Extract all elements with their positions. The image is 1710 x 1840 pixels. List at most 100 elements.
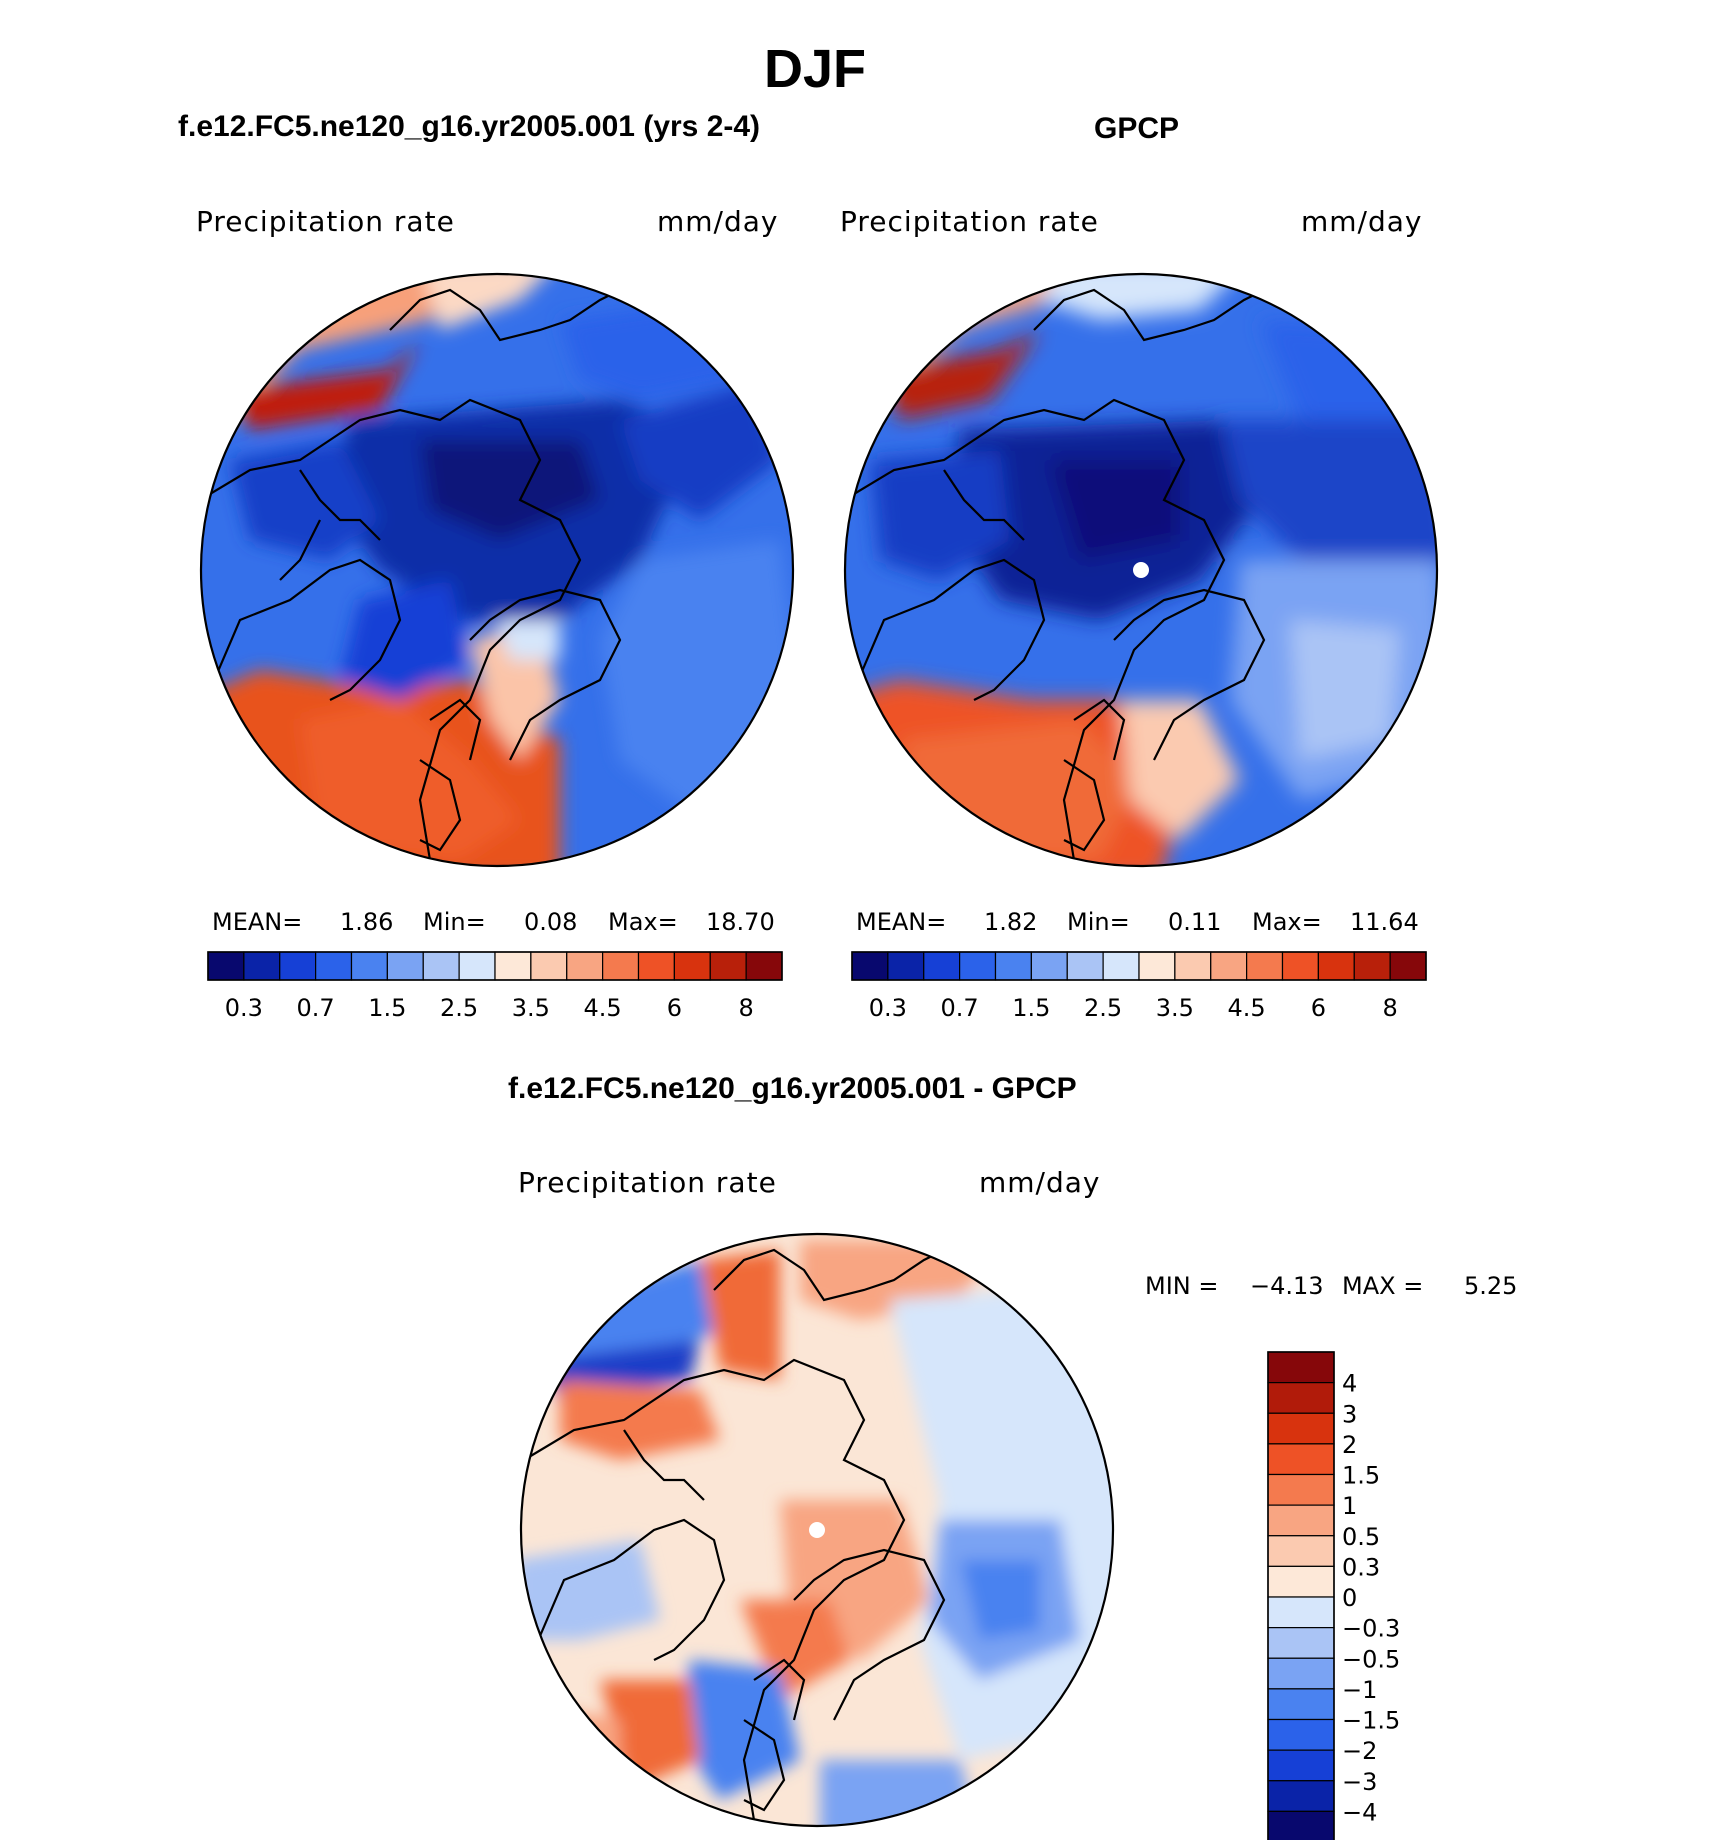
panel-1-colorbar-swatch [602, 951, 640, 981]
panel-3-colorbar-swatch [1267, 1657, 1335, 1690]
panel-1-colorbar-tick-label: 0.3 [225, 994, 263, 1022]
panel-2-colorbar-swatch [1210, 951, 1248, 981]
panel-3-colorbar-swatch [1267, 1351, 1335, 1384]
panel-1-polar-map [199, 272, 795, 868]
panel-1-colorbar-swatch [745, 951, 783, 981]
panel-3-colorbar-tick-label: −1.5 [1342, 1707, 1400, 1735]
panel-3-colorbar-swatch [1267, 1749, 1335, 1782]
panel-1-colorbar-swatch [566, 951, 604, 981]
panel-3-colorbar-tick-label: −4 [1342, 1798, 1377, 1826]
panel-3-title: f.e12.FC5.ne120_g16.yr2005.001 - GPCP [508, 1072, 1077, 1105]
panel-3-colorbar-swatch [1267, 1565, 1335, 1598]
panel-3-colorbar-swatch [1267, 1780, 1335, 1812]
panel-2-variable-label: Precipitation rate [840, 205, 1099, 238]
panel-2-mean-value: 1.82 [984, 908, 1038, 936]
panel-2-max-value: 11.64 [1350, 908, 1419, 936]
panel-1-colorbar-swatch [279, 951, 317, 981]
figure-title: DJF [763, 39, 866, 99]
panel-1-colorbar: 0.3 0.7 1.5 2.5 3.5 4.5 6 8 [207, 951, 783, 1022]
panel-2-colorbar-swatch [851, 951, 889, 981]
panel-3-colorbar-swatch [1267, 1688, 1335, 1721]
panel-3-colorbar-swatch [1267, 1412, 1335, 1445]
panel-3-colorbar-swatch [1267, 1473, 1335, 1506]
panel-3-colorbar-tick-label: 0.3 [1342, 1553, 1380, 1581]
panel-2-colorbar-tick-label: 2.5 [1084, 994, 1122, 1022]
panel-2-colorbar-tick-label: 0.3 [869, 994, 907, 1022]
panel-1-colorbar-swatch [530, 951, 568, 981]
panel-2-colorbar-swatch [1030, 951, 1068, 981]
panel-2-colorbar-tick-label: 3.5 [1156, 994, 1194, 1022]
panel-2-colorbar-swatch [1246, 951, 1284, 981]
panel-2-colorbar-tick-label: 8 [1382, 994, 1397, 1022]
panel-1-max-label: Max= [608, 908, 678, 936]
panel-1-colorbar-tick-label: 0.7 [297, 994, 335, 1022]
panel-2-title: GPCP [1094, 112, 1180, 145]
panel-3-colorbar-tick-label: 3 [1342, 1400, 1357, 1428]
panel-3-min-value: −4.13 [1250, 1272, 1324, 1300]
panel-3-colorbar-tick-label: −0.3 [1342, 1615, 1400, 1643]
panel-3-colorbar-swatch [1267, 1443, 1335, 1476]
panel-1-colorbar-tick-label: 4.5 [584, 994, 622, 1022]
panel-3-colorbar-tick-label: −1 [1342, 1676, 1377, 1704]
panel-1-mean-value: 1.86 [340, 908, 394, 936]
panel-3-colorbar-tick-label: 0 [1342, 1584, 1357, 1612]
panel-1-colorbar-tick-label: 1.5 [368, 994, 406, 1022]
panel-3-colorbar-swatch [1267, 1535, 1335, 1567]
panel-1-colorbar-swatch [494, 951, 532, 981]
panel-1-min-label: Min= [423, 908, 486, 936]
panel-2-colorbar-tick-label: 1.5 [1012, 994, 1050, 1022]
panel-2-colorbar-tick-label: 0.7 [941, 994, 979, 1022]
panel-2-polar-map [843, 272, 1439, 868]
panel-3-colorbar-tick-label: −3 [1342, 1768, 1377, 1796]
panel-3-colorbar-tick-label: −2 [1342, 1737, 1377, 1765]
panel-1-colorbar-swatch [637, 951, 675, 981]
panel-3-colorbar-swatch [1267, 1718, 1335, 1751]
panel-1-colorbar-tick-label: 8 [738, 994, 753, 1022]
panel-1-colorbar-swatch [350, 951, 388, 981]
panel-2-colorbar-swatch [959, 951, 997, 981]
panel-2-colorbar-swatch [1281, 951, 1319, 981]
panel-1-min-value: 0.08 [524, 908, 578, 936]
panel-2-min-label: Min= [1067, 908, 1130, 936]
panel-3-colorbar-tick-label: 4 [1342, 1370, 1357, 1398]
panel-3-colorbar-tick-label: −0.5 [1342, 1645, 1400, 1673]
panel-1-colorbar-swatch [386, 951, 424, 981]
panel-2-colorbar-swatch [1389, 951, 1427, 981]
panel-2-colorbar-swatch [1102, 951, 1140, 981]
panel-3-max-label: MAX = [1342, 1272, 1424, 1300]
panel-2-colorbar-swatch [1138, 951, 1176, 981]
panel-2-colorbar-swatch [1066, 951, 1104, 981]
panel-2-colorbar-swatch [1174, 951, 1212, 981]
panel-1-colorbar-swatch [709, 951, 747, 981]
panel-1-colorbar-swatch [673, 951, 711, 981]
panel-2-colorbar: 0.3 0.7 1.5 2.5 3.5 4.5 6 8 [851, 951, 1427, 1022]
panel-1-colorbar-swatch [207, 951, 245, 981]
panel-1-variable-label: Precipitation rate [196, 205, 455, 238]
panel-2-units-label: mm/day [1301, 205, 1423, 238]
panel-2-colorbar-swatch [887, 951, 925, 981]
panel-1-mean-label: MEAN= [212, 908, 303, 936]
panel-3-max-value: 5.25 [1464, 1272, 1518, 1300]
panel-1-colorbar-swatch [458, 951, 496, 981]
panel-2-min-value: 0.11 [1168, 908, 1222, 936]
panel-1-max-value: 18.70 [706, 908, 775, 936]
panel-2-colorbar-tick-label: 6 [1311, 994, 1326, 1022]
panel-3-colorbar-swatch [1267, 1810, 1335, 1840]
panel-3-colorbar-tick-label: 2 [1342, 1431, 1357, 1459]
panel-3-units-label: mm/day [979, 1166, 1101, 1199]
panel-2-mean-label: MEAN= [856, 908, 947, 936]
panel-2-colorbar-swatch [1353, 951, 1391, 981]
panel-3-colorbar-tick-label: 0.5 [1342, 1523, 1380, 1551]
panel-1-units-label: mm/day [657, 205, 779, 238]
panel-1-colorbar-tick-label: 2.5 [440, 994, 478, 1022]
panel-1-colorbar-swatch [243, 951, 281, 981]
panel-3-colorbar-tick-label: 1 [1342, 1492, 1357, 1520]
panel-3-colorbar-swatch [1267, 1504, 1335, 1537]
panel-1-title: f.e12.FC5.ne120_g16.yr2005.001 (yrs 2-4) [178, 110, 761, 143]
panel-3-polar-map [519, 1232, 1115, 1828]
panel-3-colorbar-swatch [1267, 1596, 1335, 1629]
panel-3-colorbar: 43 2 1.51 0.50.3 0 −0.3−0.5 −1 −1.5−2 −3−4 [1267, 1351, 1400, 1840]
panel-2-colorbar-tick-label: 4.5 [1228, 994, 1266, 1022]
panel-3-colorbar-tick-label: 1.5 [1342, 1462, 1380, 1490]
